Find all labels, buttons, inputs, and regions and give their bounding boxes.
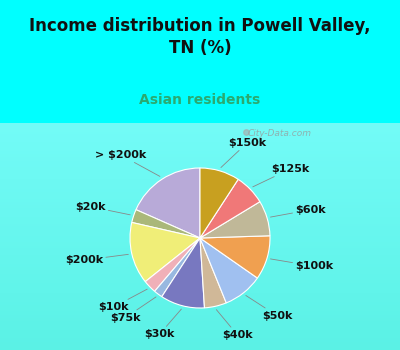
Text: $40k: $40k [216, 310, 253, 340]
Wedge shape [200, 202, 270, 238]
Wedge shape [130, 222, 200, 282]
Wedge shape [136, 168, 200, 238]
Wedge shape [155, 238, 200, 297]
Text: City-Data.com: City-Data.com [248, 130, 312, 139]
Text: $75k: $75k [110, 297, 156, 323]
Text: $60k: $60k [270, 205, 326, 217]
Wedge shape [132, 210, 200, 238]
Text: $30k: $30k [144, 309, 181, 339]
Wedge shape [200, 179, 260, 238]
Wedge shape [200, 168, 238, 238]
Text: Income distribution in Powell Valley,
TN (%): Income distribution in Powell Valley, TN… [29, 17, 371, 57]
Wedge shape [200, 238, 258, 303]
Text: $100k: $100k [270, 259, 334, 271]
Text: $50k: $50k [246, 295, 292, 321]
Wedge shape [200, 236, 270, 278]
Text: $150k: $150k [221, 138, 266, 168]
Text: Asian residents: Asian residents [139, 93, 261, 107]
Wedge shape [200, 238, 226, 308]
Text: $20k: $20k [75, 202, 130, 215]
Text: $200k: $200k [65, 254, 128, 265]
Wedge shape [145, 238, 200, 291]
Text: $10k: $10k [98, 289, 147, 312]
Wedge shape [162, 238, 204, 308]
Text: > $200k: > $200k [94, 150, 160, 176]
Text: $125k: $125k [253, 164, 310, 187]
